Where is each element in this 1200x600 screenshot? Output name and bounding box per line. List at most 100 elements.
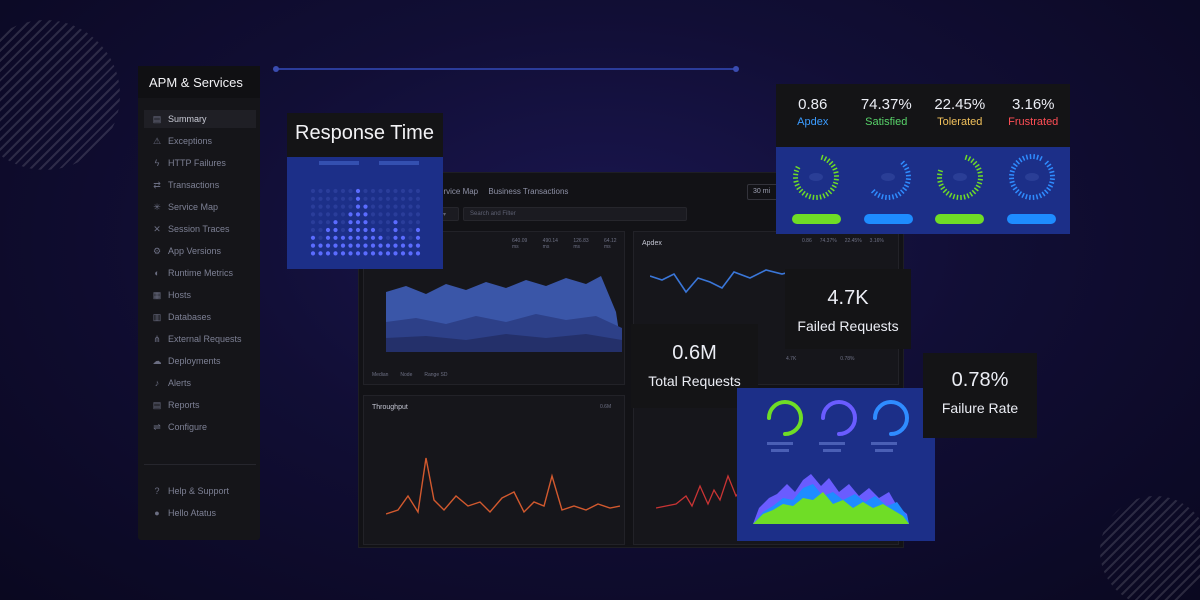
gauges-card [737,388,935,541]
sidebar-item-service-map[interactable]: ✳ Service Map [144,198,256,216]
sidebar-item-alerts[interactable]: ♪ Alerts [144,374,256,392]
apdex-line-chart [650,269,810,294]
help-icon: ? [154,486,160,496]
sidebar-item-label: Deployments [168,356,221,366]
sidebar-item-deployments[interactable]: ☁ Deployments [144,352,256,370]
sidebar-item-label: Help & Support [168,486,230,496]
sidebar-item-configure[interactable]: ⇌ Configure [144,418,256,436]
sidebar-item-app-versions[interactable]: ⚙ App Versions [144,242,256,260]
metric-apdex: 0.86 Apdex [776,84,850,147]
stat-value: 126.83 ms [573,238,589,250]
apdex-mini-stats: 0.86 74.37% 22.45% 3.16% [802,238,884,244]
sidebar-item-summary[interactable]: ▤ Summary [144,110,256,128]
sidebar-item-label: Hosts [168,290,192,300]
user-icon: ● [154,508,160,518]
sidebar-item-reports[interactable]: ▤ Reports [144,396,256,414]
throughput-panel: Throughput 0.6M [363,395,625,545]
sidebar-item-http-failures[interactable]: ϟ HTTP Failures [144,154,256,172]
tab-service-map[interactable]: ervice Map [439,187,479,196]
sidebar-item-label: Runtime Metrics [168,268,234,278]
sidebar-item-label: App Versions [168,246,222,256]
sidebar-item-label: Service Map [168,202,219,212]
traces-icon: ✕ [153,223,161,234]
metric-value: 22.45% [934,96,986,113]
sidebar-item-session-traces[interactable]: ✕ Session Traces [144,220,256,238]
report-icon: ▤ [152,399,162,410]
sidebar-item-label: Reports [168,400,200,410]
ring-gauges [753,400,909,524]
decorative-hatch-left [0,20,120,170]
decorative-line [273,66,739,72]
sidebar-item-label: Summary [168,114,207,124]
response-time-title: Response Time [287,113,443,157]
total-requests-card: 0.6M Total Requests [631,324,758,408]
metric-value: 74.37% [860,96,912,113]
sidebar-footer-help-support[interactable]: ? Help & Support [144,482,256,500]
network-icon: ✳ [153,201,161,212]
failure-rate-mini-value: 0.78% [840,356,855,362]
failure-rate-card: 0.78% Failure Rate [923,353,1037,438]
metric-label: Tolerated [937,116,983,128]
sidebar-item-hosts[interactable]: ▦ Hosts [144,286,256,304]
warning-icon: ⚠ [152,135,162,146]
sidebar: APM & Services ▤ Summary ⚠ Exceptions ϟ HTTP … [138,66,260,540]
metric-value: 0.86 [798,96,828,113]
metric-value: 3.16% [1011,96,1055,113]
sliders-icon: ⇌ [153,421,161,432]
sidebar-item-label: Databases [168,312,212,322]
satisfied-mini-value: 74.37% [819,238,837,244]
stat-value: 64.12 ms [604,238,617,250]
sidebar-item-external-requests[interactable]: ⋔ External Requests [144,330,256,348]
satisfied-pill [864,214,913,224]
sidebar-item-runtime-metrics[interactable]: ◐ Runtime Metrics [144,264,256,282]
apdex-pill [792,214,841,224]
failure-rate-label: Failure Rate [941,400,1019,416]
transfer-icon: ⇄ [153,179,161,190]
dashboard-tabs: ervice Map Business Transactions [439,187,576,196]
failed-mini-value: 4.7K [786,356,797,362]
throughput-title: Throughput [372,404,408,411]
metric-label: Frustrated [1008,116,1059,128]
decorative-hatch-right [1100,496,1200,600]
metric-label: Apdex [797,116,829,128]
metric-tolerated: 22.45% Tolerated [923,84,997,147]
search-filter-input[interactable]: Search and Filter [463,207,687,221]
response-time-card: Response Time [287,113,443,269]
grid-icon: ▦ [152,289,162,300]
failed-requests-value: 4.7K [827,287,869,309]
sidebar-item-label: Alerts [168,378,192,388]
apdex-metrics-row: 0.86 Apdex 74.37% Satisfied 22.45% Toler… [776,84,1070,147]
failed-requests-card: 4.7K Failed Requests [785,269,911,349]
apdex-dial-gauges [792,154,1055,201]
sidebar-footer-hello-atatus[interactable]: ● Hello Atatus [144,504,256,522]
total-requests-value: 0.6M [672,342,717,364]
tolerated-mini-value: 22.45% [844,238,862,244]
stat-value: 640.09 ms [512,238,528,250]
sidebar-item-label: Exceptions [168,136,213,146]
sidebar-divider [144,464,256,465]
metric-label: Satisfied [865,116,908,128]
bolt-icon: ϟ [154,158,160,168]
cloud-icon: ☁ [152,355,162,366]
sidebar-item-exceptions[interactable]: ⚠ Exceptions [144,132,256,150]
database-icon: ▥ [152,311,162,322]
sidebar-item-databases[interactable]: ▥ Databases [144,308,256,326]
total-requests-label: Total Requests [648,373,741,389]
throughput-line-chart [386,457,620,515]
legend-median: Median [372,372,389,378]
frustrated-pill [1007,214,1056,224]
stat-value: 490.14 ms [542,238,558,250]
frustrated-mini-value: 3.16% [869,238,884,244]
sidebar-item-transactions[interactable]: ⇄ Transactions [144,176,256,194]
metric-satisfied: 74.37% Satisfied [850,84,924,147]
sidebar-item-label: HTTP Failures [168,158,226,168]
sidebar-item-label: Configure [168,422,208,432]
tree-icon: ⋔ [153,333,161,344]
apdex-panel-title: Apdex [642,240,662,247]
legend-range: Range SD [424,372,448,378]
failures-line-chart [656,474,745,509]
sidebar-title: APM & Services [138,66,260,98]
tab-business-transactions[interactable]: Business Transactions [488,187,569,196]
filter-select[interactable]: ▾ [439,207,459,221]
sidebar-item-label: Transactions [168,180,220,190]
